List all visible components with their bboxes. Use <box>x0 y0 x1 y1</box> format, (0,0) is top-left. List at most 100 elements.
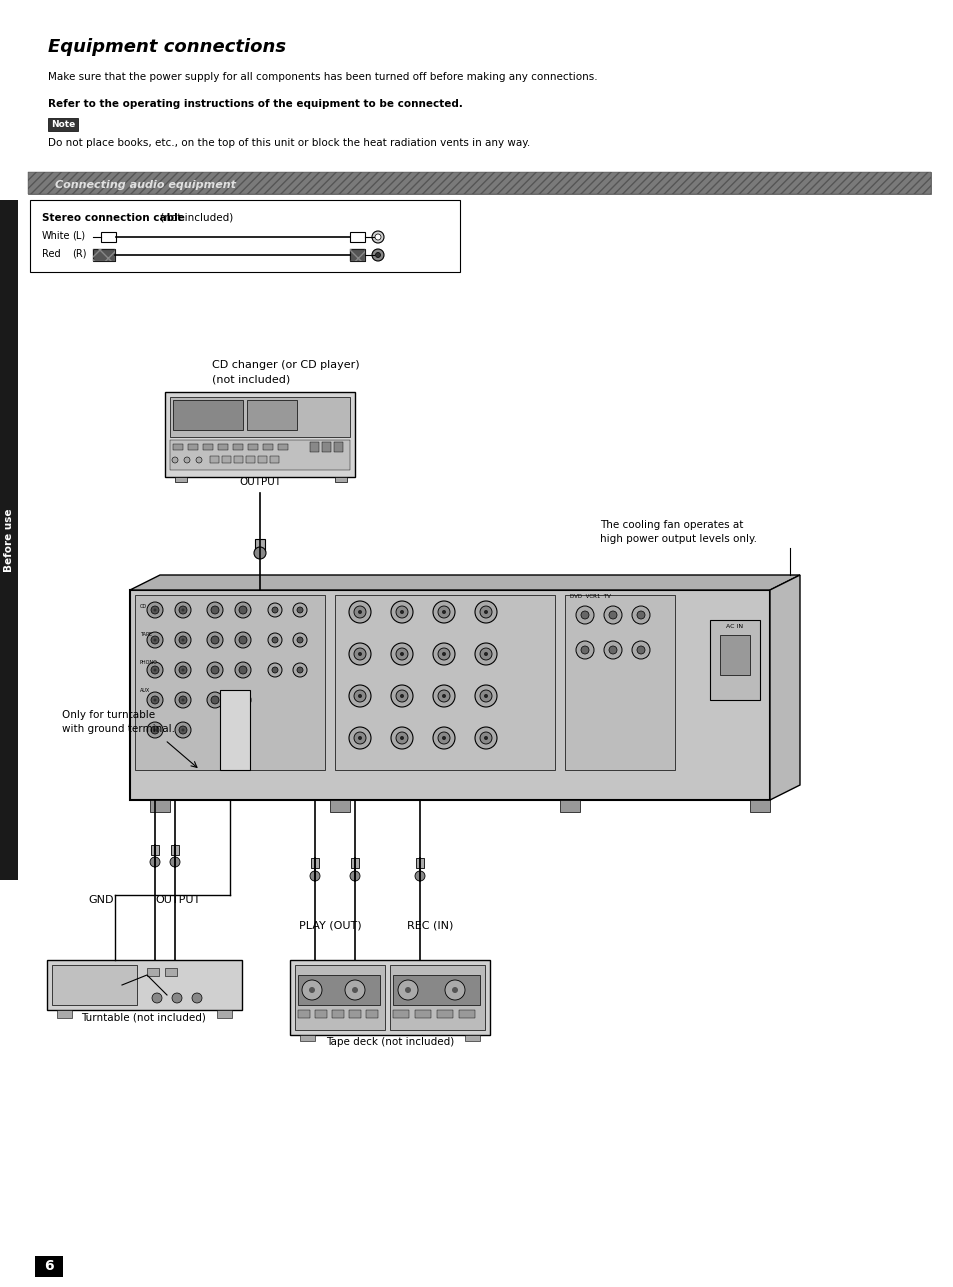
Circle shape <box>239 606 247 614</box>
Circle shape <box>479 690 492 701</box>
Circle shape <box>475 727 497 749</box>
Circle shape <box>475 644 497 665</box>
Circle shape <box>483 610 488 614</box>
Circle shape <box>234 692 251 708</box>
Bar <box>415 1010 431 1018</box>
Circle shape <box>391 644 413 665</box>
Circle shape <box>172 994 182 1003</box>
Circle shape <box>234 662 251 678</box>
Text: TAPE: TAPE <box>140 632 152 637</box>
Text: OUTPUT: OUTPUT <box>239 477 281 486</box>
Bar <box>28 172 930 194</box>
Circle shape <box>211 606 219 614</box>
Circle shape <box>207 662 223 678</box>
Bar <box>188 444 198 450</box>
Bar <box>101 232 116 242</box>
Circle shape <box>153 728 156 731</box>
Circle shape <box>375 252 380 257</box>
Bar <box>48 118 78 131</box>
Circle shape <box>152 994 162 1003</box>
Circle shape <box>580 646 588 654</box>
Circle shape <box>153 668 156 672</box>
Bar <box>299 1035 314 1041</box>
Bar <box>254 539 265 551</box>
Circle shape <box>296 607 303 613</box>
Bar <box>297 976 379 1005</box>
Circle shape <box>239 636 247 644</box>
Circle shape <box>174 602 191 618</box>
Text: Red: Red <box>42 248 61 259</box>
Bar <box>393 976 479 1005</box>
Circle shape <box>637 646 644 654</box>
Circle shape <box>349 644 371 665</box>
Circle shape <box>637 611 644 619</box>
Circle shape <box>608 611 617 619</box>
Circle shape <box>580 611 588 619</box>
Circle shape <box>211 696 219 704</box>
Circle shape <box>153 699 156 701</box>
Circle shape <box>345 979 365 1000</box>
Circle shape <box>268 633 282 647</box>
Text: Tape deck (not included): Tape deck (not included) <box>326 1037 454 1048</box>
Circle shape <box>151 665 159 674</box>
Circle shape <box>433 601 455 623</box>
Text: (L): (L) <box>71 230 85 241</box>
Circle shape <box>391 685 413 707</box>
Circle shape <box>357 610 361 614</box>
Text: CD changer (or CD player): CD changer (or CD player) <box>212 360 359 369</box>
Circle shape <box>441 736 446 740</box>
Bar <box>277 444 288 450</box>
Circle shape <box>153 638 156 641</box>
Circle shape <box>293 604 307 616</box>
Bar <box>297 1010 310 1018</box>
Circle shape <box>354 606 366 618</box>
Circle shape <box>147 602 163 618</box>
Circle shape <box>399 610 403 614</box>
Bar <box>172 444 183 450</box>
Bar <box>220 690 250 770</box>
Circle shape <box>151 606 159 614</box>
Bar <box>393 1010 409 1018</box>
Circle shape <box>310 871 319 882</box>
Text: Equipment connections: Equipment connections <box>48 39 286 57</box>
Circle shape <box>357 653 361 656</box>
Bar <box>310 441 318 452</box>
Bar <box>332 1010 344 1018</box>
Circle shape <box>395 647 408 660</box>
Circle shape <box>150 857 160 867</box>
Bar <box>151 846 159 855</box>
Circle shape <box>354 647 366 660</box>
Circle shape <box>475 601 497 623</box>
Circle shape <box>234 632 251 647</box>
Text: (not included): (not included) <box>157 214 233 223</box>
Polygon shape <box>769 575 800 801</box>
Circle shape <box>441 653 446 656</box>
Circle shape <box>576 606 594 624</box>
Text: with ground terminal.: with ground terminal. <box>62 725 174 734</box>
Circle shape <box>181 699 184 701</box>
Circle shape <box>375 234 380 239</box>
Bar <box>311 858 318 867</box>
Bar <box>709 620 760 700</box>
Circle shape <box>293 663 307 677</box>
Circle shape <box>395 606 408 618</box>
Circle shape <box>608 646 617 654</box>
Circle shape <box>372 230 384 243</box>
Circle shape <box>399 694 403 698</box>
Bar <box>210 456 219 463</box>
Bar <box>248 444 257 450</box>
Circle shape <box>357 736 361 740</box>
Circle shape <box>253 547 266 559</box>
Circle shape <box>181 728 184 731</box>
Bar <box>350 248 365 261</box>
Circle shape <box>415 871 424 882</box>
Text: GND: GND <box>88 894 113 905</box>
Circle shape <box>441 694 446 698</box>
Circle shape <box>207 602 223 618</box>
Text: Before use: Before use <box>4 508 14 571</box>
Text: Refer to the operating instructions of the equipment to be connected.: Refer to the operating instructions of t… <box>48 99 462 109</box>
Bar <box>270 456 278 463</box>
Circle shape <box>179 726 187 734</box>
Circle shape <box>437 732 450 744</box>
Bar <box>263 444 273 450</box>
